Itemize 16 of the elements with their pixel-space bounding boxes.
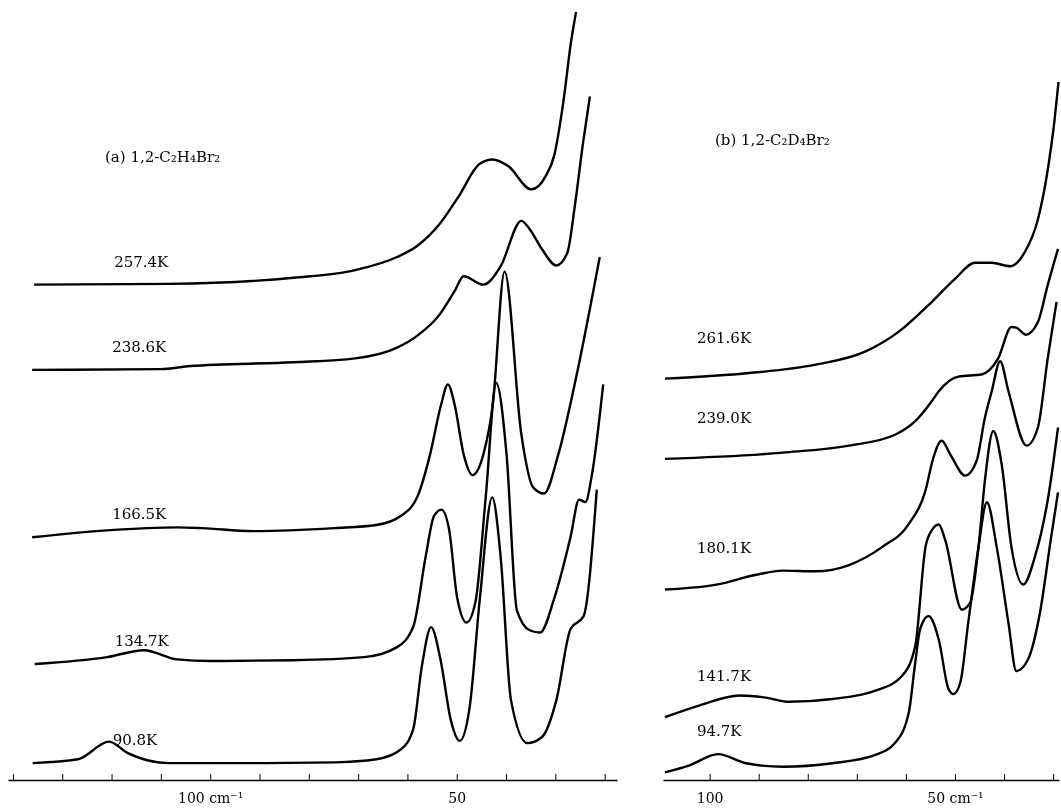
x-tick-label: 50 cm⁻¹ bbox=[927, 789, 984, 806]
series-label: 180.1K bbox=[696, 539, 752, 558]
text: (b) 1,2-C₂D₄Br₂ bbox=[715, 131, 830, 149]
series-label: 166.5K bbox=[112, 505, 168, 524]
x-tick-label: 100 cm⁻¹ bbox=[178, 789, 244, 806]
series-label: 257.4K bbox=[114, 252, 170, 271]
series-label: 261.6K bbox=[696, 328, 752, 347]
series-label: 94.7K bbox=[696, 722, 743, 741]
x-tick-label: 100 bbox=[696, 789, 724, 806]
series-label: 141.7K bbox=[696, 667, 752, 686]
series-label: 239.0K bbox=[696, 408, 752, 427]
series-label: 238.6K bbox=[112, 337, 168, 356]
series-label: 90.8K bbox=[112, 731, 159, 750]
text: (a) 1,2-C₂H₄Br₂ bbox=[105, 148, 221, 166]
series-label: 134.7K bbox=[114, 632, 170, 651]
x-tick-label: 50 bbox=[448, 789, 467, 806]
